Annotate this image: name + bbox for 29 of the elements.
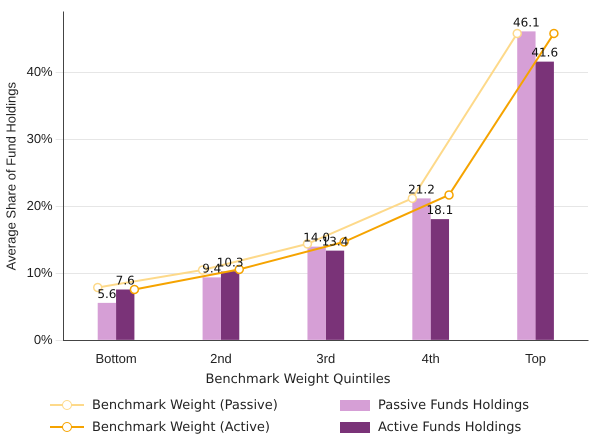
- y-tick-label: 20%: [26, 198, 54, 213]
- legend-label: Active Funds Holdings: [378, 420, 522, 434]
- data-label: 5.6: [97, 286, 116, 301]
- bar: [430, 219, 450, 340]
- x-tick-label: Top: [525, 350, 546, 366]
- y-tick-label: 0%: [34, 332, 54, 347]
- legend-label: Benchmark Weight (Passive): [92, 398, 278, 412]
- bar: [220, 271, 240, 340]
- bar: [307, 246, 326, 340]
- bar: [98, 302, 116, 340]
- x-axis-title: Benchmark Weight Quintiles: [204, 372, 392, 387]
- y-axis-title: Average Share of Fund Holdings: [3, 82, 18, 270]
- y-tick-label: 40%: [26, 64, 54, 79]
- y-tick-label: 10%: [26, 264, 54, 280]
- data-label: 21.2: [408, 182, 435, 196]
- x-tick-label: 3rd: [316, 350, 336, 366]
- data-label: 46.1: [513, 16, 540, 30]
- bar: [536, 62, 554, 340]
- x-tick-label: 2nd: [210, 350, 232, 366]
- legend-label: Benchmark Weight (Active): [92, 420, 270, 434]
- bar: [116, 289, 134, 340]
- legend-label: Passive Funds Holdings: [378, 398, 530, 412]
- y-tick-label: 30%: [26, 130, 54, 146]
- bar: [202, 277, 221, 340]
- x-tick-label: 4th: [422, 350, 440, 366]
- data-label: 7.6: [116, 274, 135, 288]
- data-label: 18.1: [426, 203, 454, 218]
- x-tick-label: Bottom: [95, 350, 137, 366]
- bar: [326, 250, 344, 340]
